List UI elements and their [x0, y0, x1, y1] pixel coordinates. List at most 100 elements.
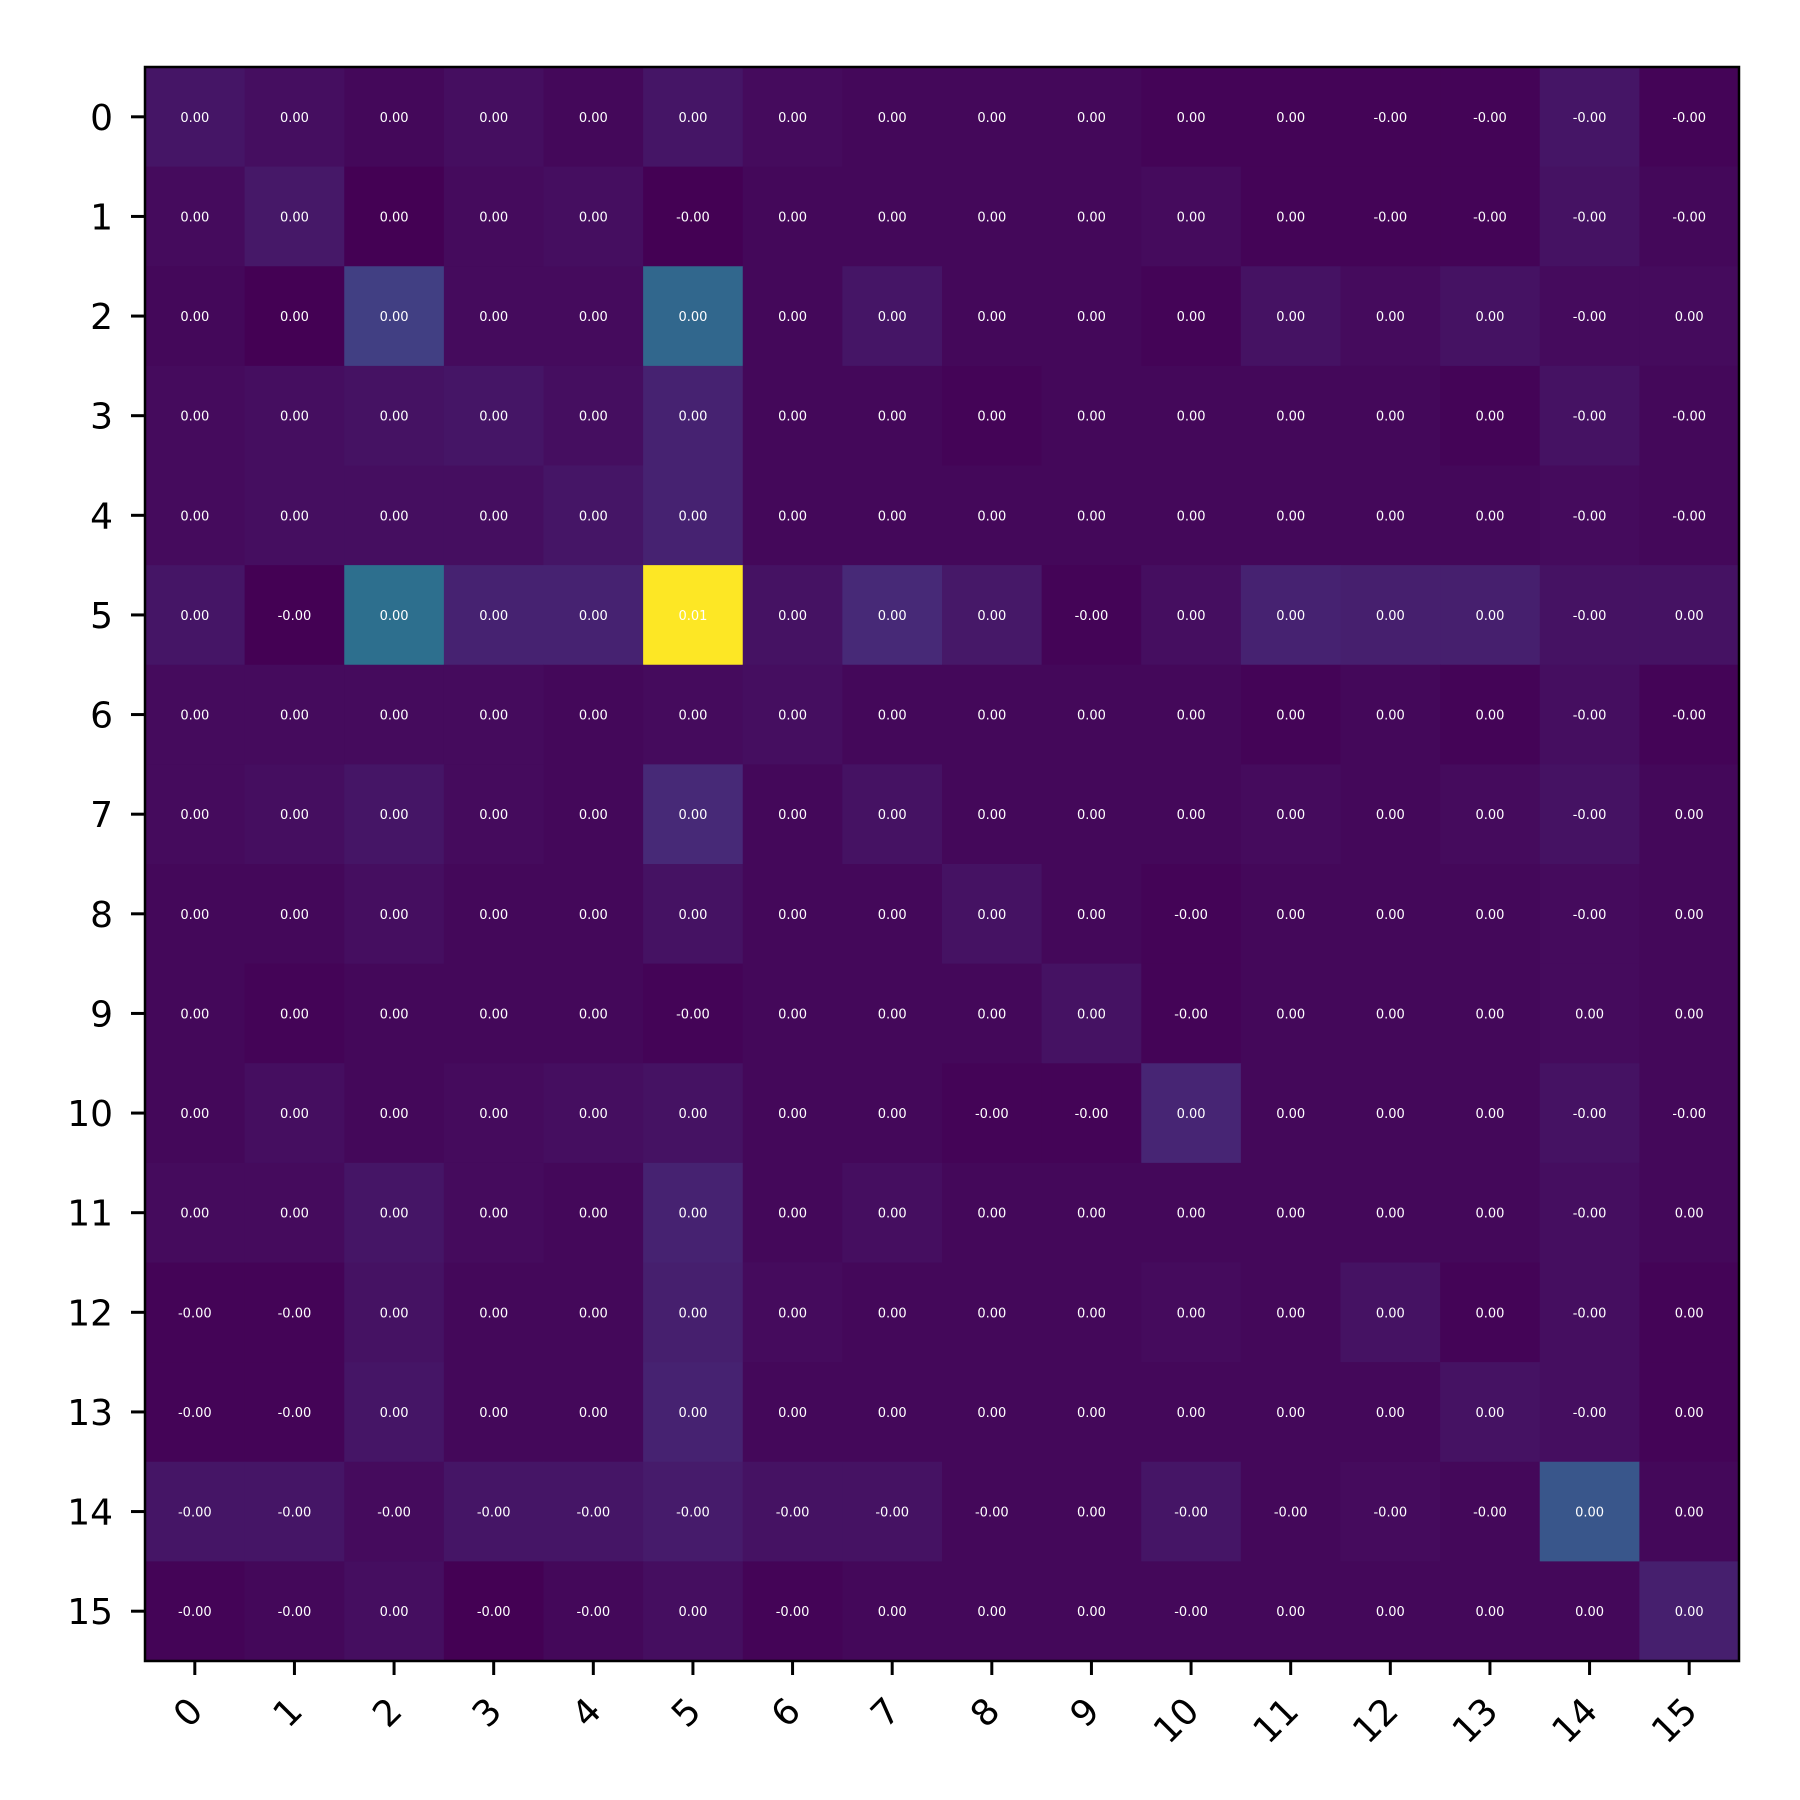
cell-value-label: 0.00 [1675, 609, 1704, 624]
heatmap-cell [443, 963, 544, 1064]
y-tick-label: 5 [90, 596, 113, 637]
cell-value-label: 0.00 [1077, 410, 1106, 425]
heatmap-cell [1141, 67, 1242, 168]
heatmap-cell [344, 365, 445, 466]
y-tick-label: 11 [67, 1194, 113, 1235]
heatmap-cell [1340, 1262, 1441, 1363]
cell-value-label: 0.00 [1376, 1605, 1405, 1620]
cell-value-label: 0.00 [977, 509, 1006, 524]
x-tick-label: 6 [764, 1690, 809, 1735]
cell-value-label: 0.00 [1376, 310, 1405, 325]
heatmap-cell [1539, 1561, 1640, 1662]
y-tick-label: 9 [90, 994, 113, 1035]
heatmap-cell [1639, 1162, 1740, 1263]
heatmap-cell [643, 565, 744, 666]
y-tick-label: 10 [67, 1094, 113, 1135]
cell-value-label: 0.00 [778, 410, 807, 425]
cell-value-label: 0.00 [380, 1107, 409, 1122]
cell-value-label: 0.00 [380, 1406, 409, 1421]
cell-value-label: 0.00 [280, 1007, 309, 1022]
heatmap-cell [1240, 67, 1341, 168]
heatmap-cell [145, 1461, 246, 1562]
cell-value-label: 0.00 [280, 1207, 309, 1222]
heatmap-cell [643, 266, 744, 367]
heatmap-cell [1440, 1162, 1541, 1263]
heatmap-cell [842, 365, 943, 466]
heatmap-cell [443, 1162, 544, 1263]
heatmap-cell [1041, 1262, 1142, 1363]
heatmap-cell [1141, 266, 1242, 367]
cell-value-label: 0.00 [280, 509, 309, 524]
cell-value-label: 0.00 [977, 1406, 1006, 1421]
heatmap-cell [643, 67, 744, 168]
cell-value-label: 0.00 [678, 509, 707, 524]
heatmap-cell [742, 565, 843, 666]
cell-value-label: 0.00 [977, 111, 1006, 126]
heatmap-cell [1340, 764, 1441, 865]
heatmap-cell [1639, 365, 1740, 466]
heatmap-cell [344, 664, 445, 765]
heatmap-cell [244, 664, 345, 765]
cell-value-label: 0.00 [1675, 1306, 1704, 1321]
cell-value-label: 0.00 [1276, 609, 1305, 624]
heatmap-cell [1539, 67, 1640, 168]
cell-value-label: 0.00 [778, 908, 807, 923]
cell-value-label: 0.00 [1475, 1207, 1504, 1222]
heatmap-cell [1440, 67, 1541, 168]
cell-value-label: 0.00 [1177, 1207, 1206, 1222]
heatmap-cell [1440, 1561, 1541, 1662]
heatmap-cell [643, 1162, 744, 1263]
cell-value-label: -0.00 [1672, 111, 1706, 126]
cell-value-label: 0.00 [579, 1107, 608, 1122]
cell-value-label: 0.00 [977, 808, 1006, 823]
heatmap-cell [942, 67, 1043, 168]
heatmap-cell [643, 764, 744, 865]
heatmap-cell [244, 864, 345, 965]
y-tick-label: 15 [67, 1592, 113, 1633]
heatmap-cell [842, 1063, 943, 1164]
cell-value-label: 0.00 [1177, 1406, 1206, 1421]
heatmap-cell [643, 1461, 744, 1562]
cell-value-label: 0.00 [1077, 908, 1106, 923]
heatmap-cell [1240, 365, 1341, 466]
heatmap-cell [1539, 266, 1640, 367]
cell-value-label: 0.00 [380, 310, 409, 325]
cell-value-label: 0.00 [1177, 709, 1206, 724]
heatmap-cell [543, 166, 644, 267]
cell-value-label: 0.00 [479, 908, 508, 923]
heatmap-cell [244, 365, 345, 466]
cell-value-label: 0.00 [1475, 1605, 1504, 1620]
cell-value-label: 0.00 [1276, 1107, 1305, 1122]
cell-value-label: 0.00 [1077, 1506, 1106, 1521]
cell-value-label: 0.00 [1276, 709, 1305, 724]
heatmap-cell [344, 1362, 445, 1463]
heatmap-cell [1440, 465, 1541, 566]
cell-value-label: 0.00 [1177, 1107, 1206, 1122]
heatmap-cell [742, 1162, 843, 1263]
y-tick-label: 13 [67, 1393, 113, 1434]
heatmap-cell [742, 365, 843, 466]
cell-value-label: -0.00 [1373, 1506, 1407, 1521]
heatmap-cell [1539, 465, 1640, 566]
heatmap-cell [1141, 864, 1242, 965]
cell-value-label: 0.00 [977, 908, 1006, 923]
cell-value-label: -0.00 [278, 609, 312, 624]
y-tick-label: 2 [90, 297, 113, 338]
heatmap-cell [1440, 1063, 1541, 1164]
heatmap-cell [842, 1362, 943, 1463]
heatmap-cell [543, 1362, 644, 1463]
x-tick-label: 15 [1644, 1690, 1705, 1751]
heatmap-cell [1041, 67, 1142, 168]
cell-value-label: 0.00 [380, 1207, 409, 1222]
cell-value-label: -0.00 [1573, 808, 1607, 823]
cell-value-label: 0.00 [1276, 1306, 1305, 1321]
heatmap-cell [1340, 963, 1441, 1064]
cell-value-label: 0.00 [280, 410, 309, 425]
heatmap-cell [1639, 565, 1740, 666]
cell-value-label: -0.00 [1075, 609, 1109, 624]
heatmap-cell [842, 1262, 943, 1363]
heatmap-cell [344, 166, 445, 267]
heatmap-cell [543, 365, 644, 466]
y-tick-label: 7 [90, 795, 113, 836]
heatmap-cell [443, 864, 544, 965]
